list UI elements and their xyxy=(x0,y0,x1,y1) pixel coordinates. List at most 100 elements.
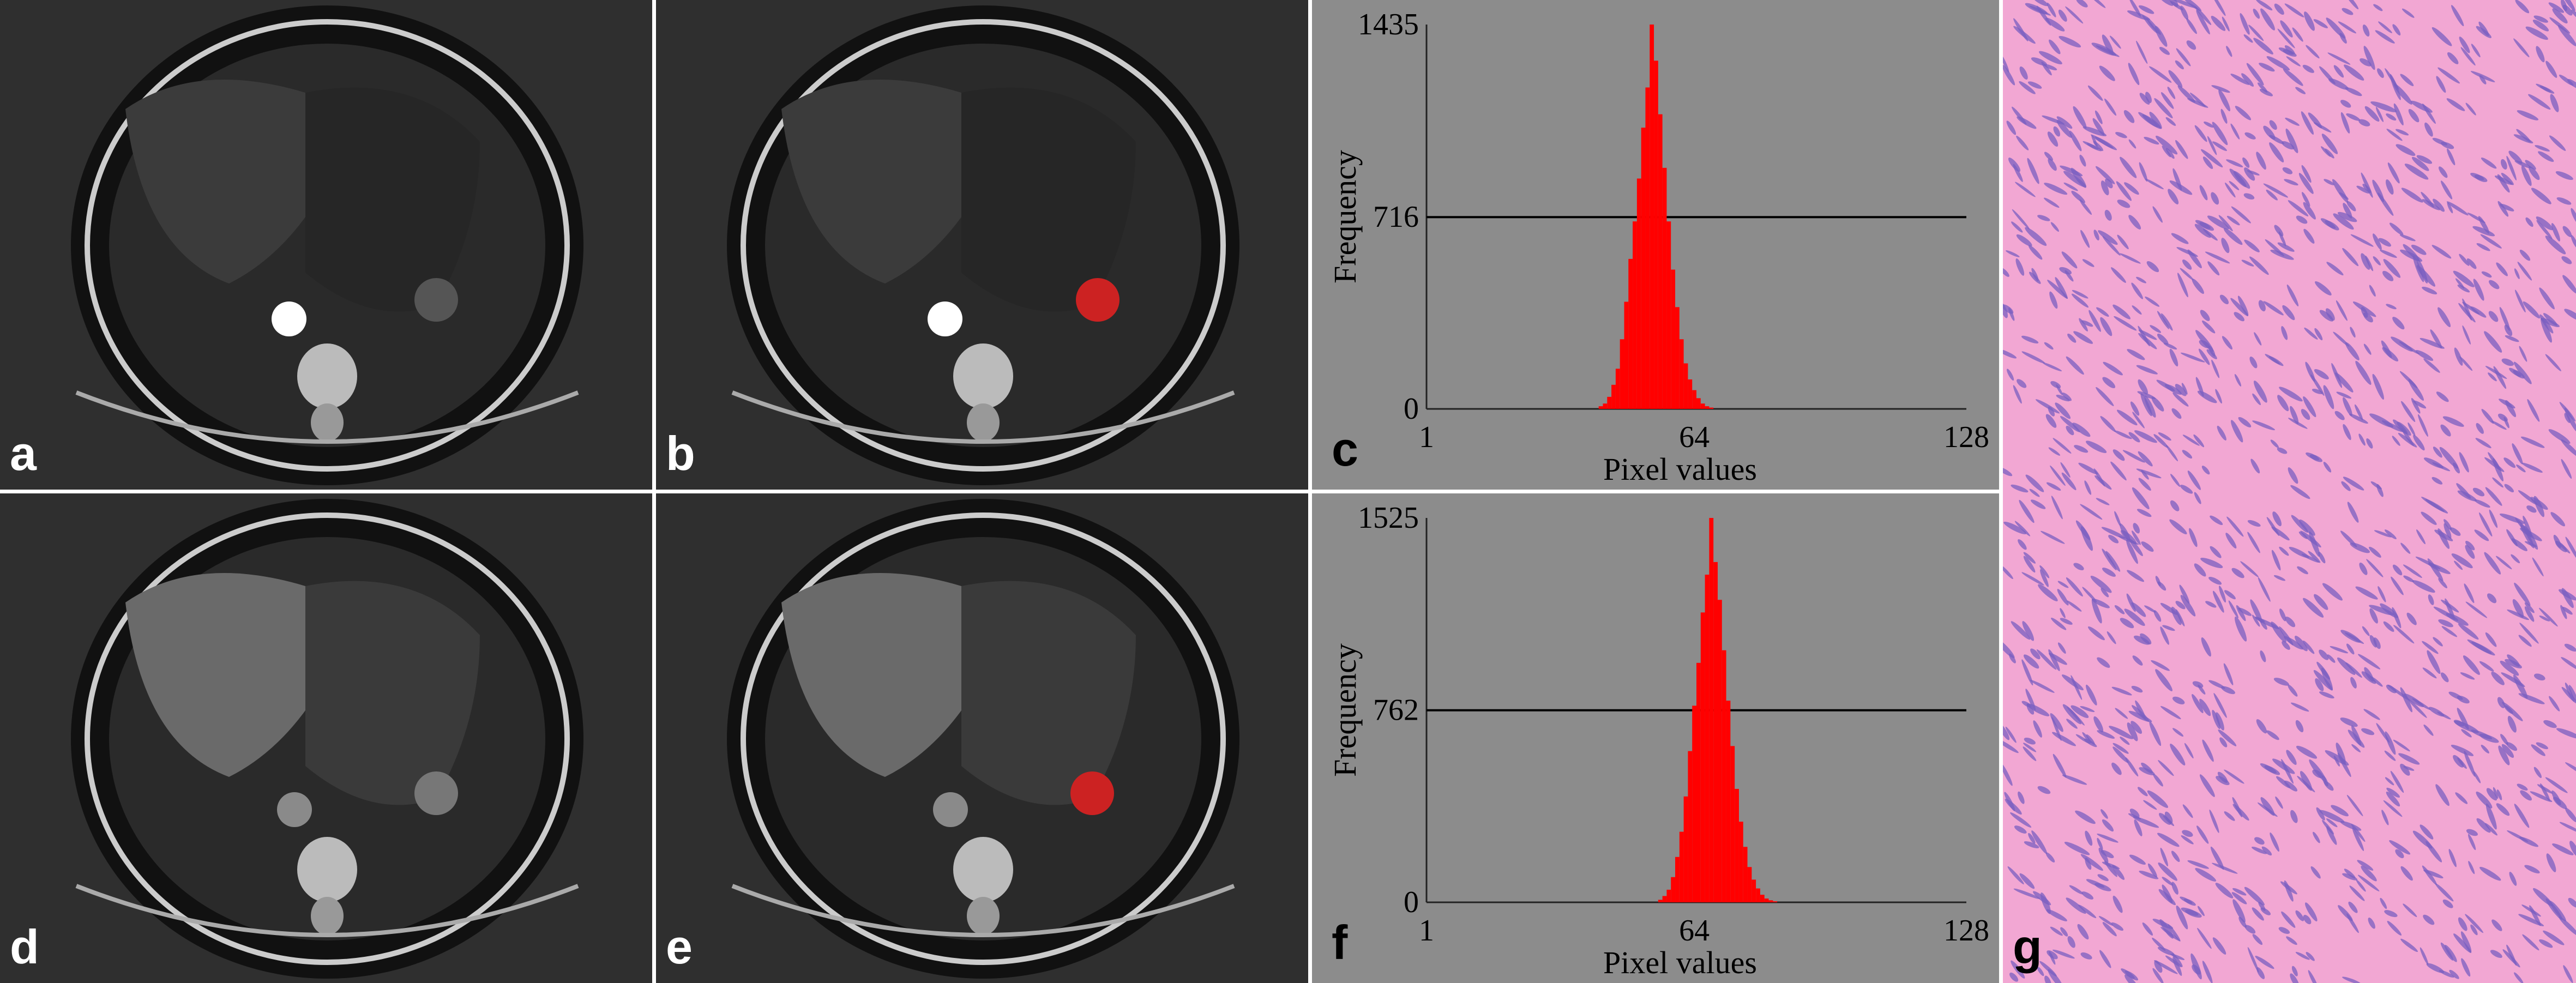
nucleus xyxy=(2342,976,2361,983)
nucleus xyxy=(2346,643,2355,655)
histogram-bar xyxy=(1615,369,1620,409)
nucleus xyxy=(2474,499,2490,508)
nucleus xyxy=(2333,213,2354,230)
nucleus xyxy=(2422,199,2440,210)
nucleus xyxy=(2516,464,2526,473)
nucleus xyxy=(2180,268,2194,281)
nucleus xyxy=(2211,16,2226,31)
nucleus xyxy=(2231,206,2251,224)
nucleus xyxy=(2081,891,2094,900)
nucleus xyxy=(2218,729,2237,746)
nucleus xyxy=(2361,728,2375,735)
nucleus xyxy=(2533,496,2545,517)
nucleus xyxy=(2241,73,2254,87)
nucleus xyxy=(2201,637,2211,657)
nucleus xyxy=(2175,384,2187,396)
nucleus xyxy=(2086,684,2097,705)
nucleus xyxy=(2153,774,2163,787)
nucleus xyxy=(2515,290,2526,313)
nucleus xyxy=(2226,46,2232,57)
nucleus xyxy=(2270,439,2279,448)
nucleus xyxy=(2229,168,2247,188)
nucleus xyxy=(2357,860,2374,871)
nucleus xyxy=(2176,247,2198,257)
nucleus xyxy=(2133,816,2159,828)
nucleus xyxy=(2350,542,2370,553)
nucleus xyxy=(2024,738,2036,745)
nucleus xyxy=(2496,803,2510,816)
nucleus xyxy=(2176,905,2188,930)
nucleus xyxy=(2098,916,2114,926)
nucleus xyxy=(2142,15,2158,34)
nucleus xyxy=(2114,316,2137,331)
nucleus xyxy=(2094,136,2117,150)
nucleus xyxy=(2224,769,2244,784)
nucleus xyxy=(2528,94,2551,110)
nucleus xyxy=(2459,356,2473,371)
nucleus xyxy=(2198,348,2210,365)
nucleus xyxy=(2286,936,2297,945)
x-axis-label: Pixel values xyxy=(1603,451,1757,487)
nucleus xyxy=(2545,236,2566,255)
nucleus xyxy=(2215,883,2234,898)
histogram-bar xyxy=(1764,898,1769,902)
nucleus xyxy=(2152,919,2174,929)
nucleus xyxy=(2454,347,2463,366)
nucleus xyxy=(2066,719,2078,729)
nucleus xyxy=(2286,284,2299,306)
nucleus xyxy=(2399,234,2416,242)
nucleus xyxy=(2340,821,2362,831)
nucleus xyxy=(2375,107,2384,122)
nucleus xyxy=(2238,417,2252,427)
nucleus xyxy=(2441,180,2453,200)
nucleus xyxy=(2158,862,2177,881)
nucleus xyxy=(2342,248,2359,267)
nucleus xyxy=(2141,541,2154,552)
nucleus xyxy=(2114,430,2132,439)
nucleus xyxy=(2513,38,2530,58)
nucleus xyxy=(2031,830,2048,854)
nucleus xyxy=(2411,397,2421,414)
nucleus xyxy=(2442,416,2464,427)
nucleus xyxy=(2314,594,2328,610)
nucleus xyxy=(2208,576,2222,585)
nucleus xyxy=(2139,870,2159,879)
nucleus xyxy=(2567,79,2576,89)
nucleus xyxy=(2089,0,2106,8)
nucleus xyxy=(2151,396,2164,412)
nucleus xyxy=(2080,952,2092,960)
nucleus xyxy=(2058,9,2067,22)
nucleus xyxy=(2458,917,2467,931)
nucleus xyxy=(2479,867,2501,881)
nucleus xyxy=(2230,74,2249,85)
nucleus xyxy=(2346,794,2363,817)
nucleus xyxy=(2222,336,2232,350)
nucleus xyxy=(2030,648,2041,660)
nucleus xyxy=(2067,333,2077,343)
histogram-bar xyxy=(1650,25,1654,409)
nucleus xyxy=(2362,24,2370,37)
nucleus xyxy=(2532,557,2544,577)
histogram-bar xyxy=(1743,847,1748,902)
nucleus xyxy=(2497,697,2505,708)
nucleus xyxy=(2561,439,2576,458)
nucleus xyxy=(2400,74,2414,87)
histogram-chart-f: 1 64 128 0 762 1525 Pixel values Frequency xyxy=(1327,501,1989,980)
nucleus xyxy=(2072,290,2089,299)
nucleus xyxy=(2520,436,2545,448)
nucleus xyxy=(2433,447,2442,458)
nucleus xyxy=(2176,48,2191,67)
nucleus xyxy=(2075,810,2096,824)
nucleus xyxy=(2479,661,2494,672)
nucleus xyxy=(2340,112,2350,134)
histogram-bar xyxy=(1683,363,1688,409)
nucleus xyxy=(2144,605,2156,613)
nucleus xyxy=(2502,949,2520,968)
histogram-bar xyxy=(1662,167,1667,409)
nucleus xyxy=(2179,584,2190,604)
nucleus xyxy=(2096,45,2120,57)
nucleus xyxy=(2465,914,2484,933)
nucleus xyxy=(2485,632,2497,647)
nucleus xyxy=(2006,369,2014,381)
nucleus xyxy=(2048,969,2063,983)
